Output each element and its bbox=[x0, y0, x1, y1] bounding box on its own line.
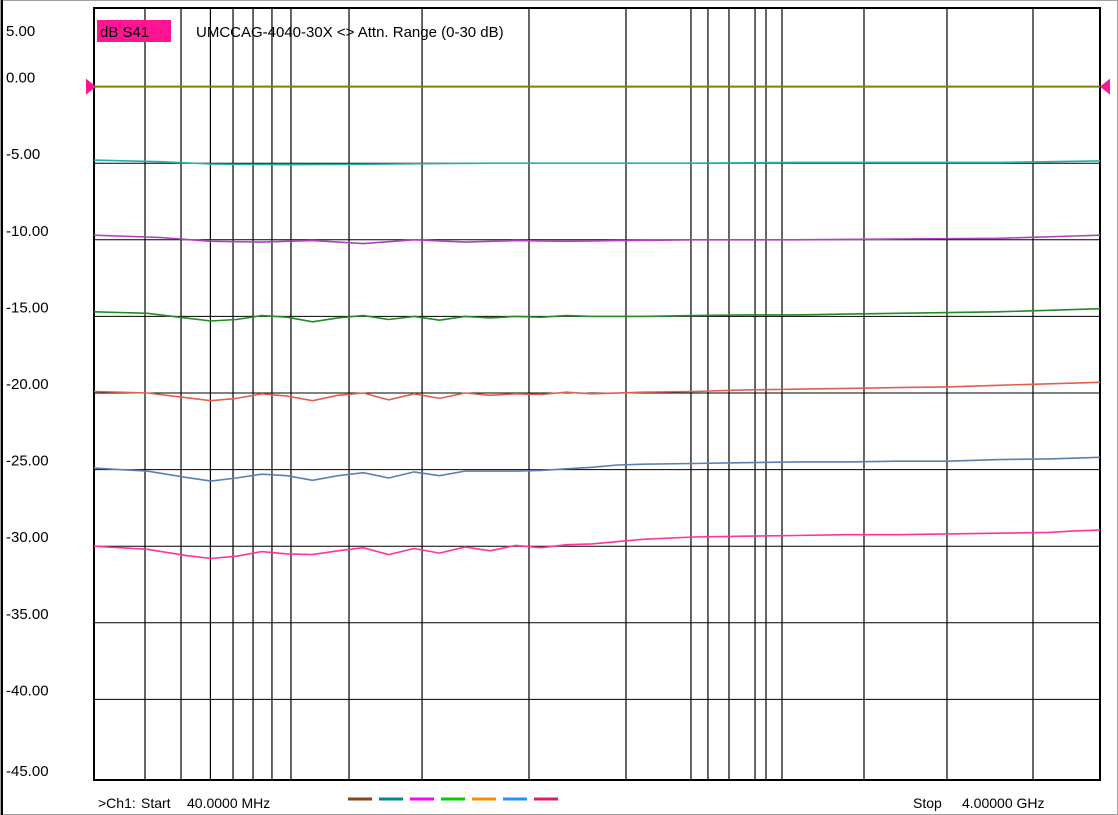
y-tick-label: -25.00 bbox=[6, 453, 49, 470]
y-tick-label: -5.00 bbox=[6, 146, 40, 163]
channel-label[interactable]: >Ch1: bbox=[98, 795, 136, 811]
trace-line bbox=[93, 381, 1101, 402]
trace-line bbox=[93, 307, 1101, 323]
trace-badge[interactable]: dB S41 bbox=[100, 24, 149, 41]
series-layer bbox=[93, 85, 1101, 560]
y-tick-label: -15.00 bbox=[6, 299, 49, 316]
y-tick-label: -40.00 bbox=[6, 682, 49, 699]
reference-marker-left-icon[interactable] bbox=[86, 78, 96, 95]
y-tick-label: -45.00 bbox=[6, 763, 49, 780]
start-value: 40.0000 MHz bbox=[187, 795, 270, 811]
start-label: Start bbox=[141, 795, 171, 811]
reference-marker-right-icon[interactable] bbox=[1100, 78, 1110, 95]
trace-line bbox=[93, 529, 1101, 560]
y-tick-labels: 5.00 0.00 -5.00 -10.00 -15.00 -20.00 -25.00 -30… bbox=[6, 23, 49, 780]
y-tick-label: -20.00 bbox=[6, 376, 49, 393]
stop-label: Stop bbox=[913, 795, 942, 811]
y-tick-label: 0.00 bbox=[6, 70, 35, 87]
y-tick-label: -35.00 bbox=[6, 606, 49, 623]
y-tick-label: 5.00 bbox=[6, 23, 35, 40]
chart-title: UMCCAG-4040-30X <> Attn. Range (0-30 dB) bbox=[196, 24, 504, 41]
y-tick-label: -30.00 bbox=[6, 529, 49, 546]
trace-line bbox=[93, 456, 1101, 482]
stop-value: 4.00000 GHz bbox=[962, 795, 1045, 811]
trace-badge-bg bbox=[97, 20, 171, 42]
trace-line bbox=[93, 159, 1101, 166]
y-tick-label: -10.00 bbox=[6, 223, 49, 240]
trace-line bbox=[93, 234, 1101, 245]
